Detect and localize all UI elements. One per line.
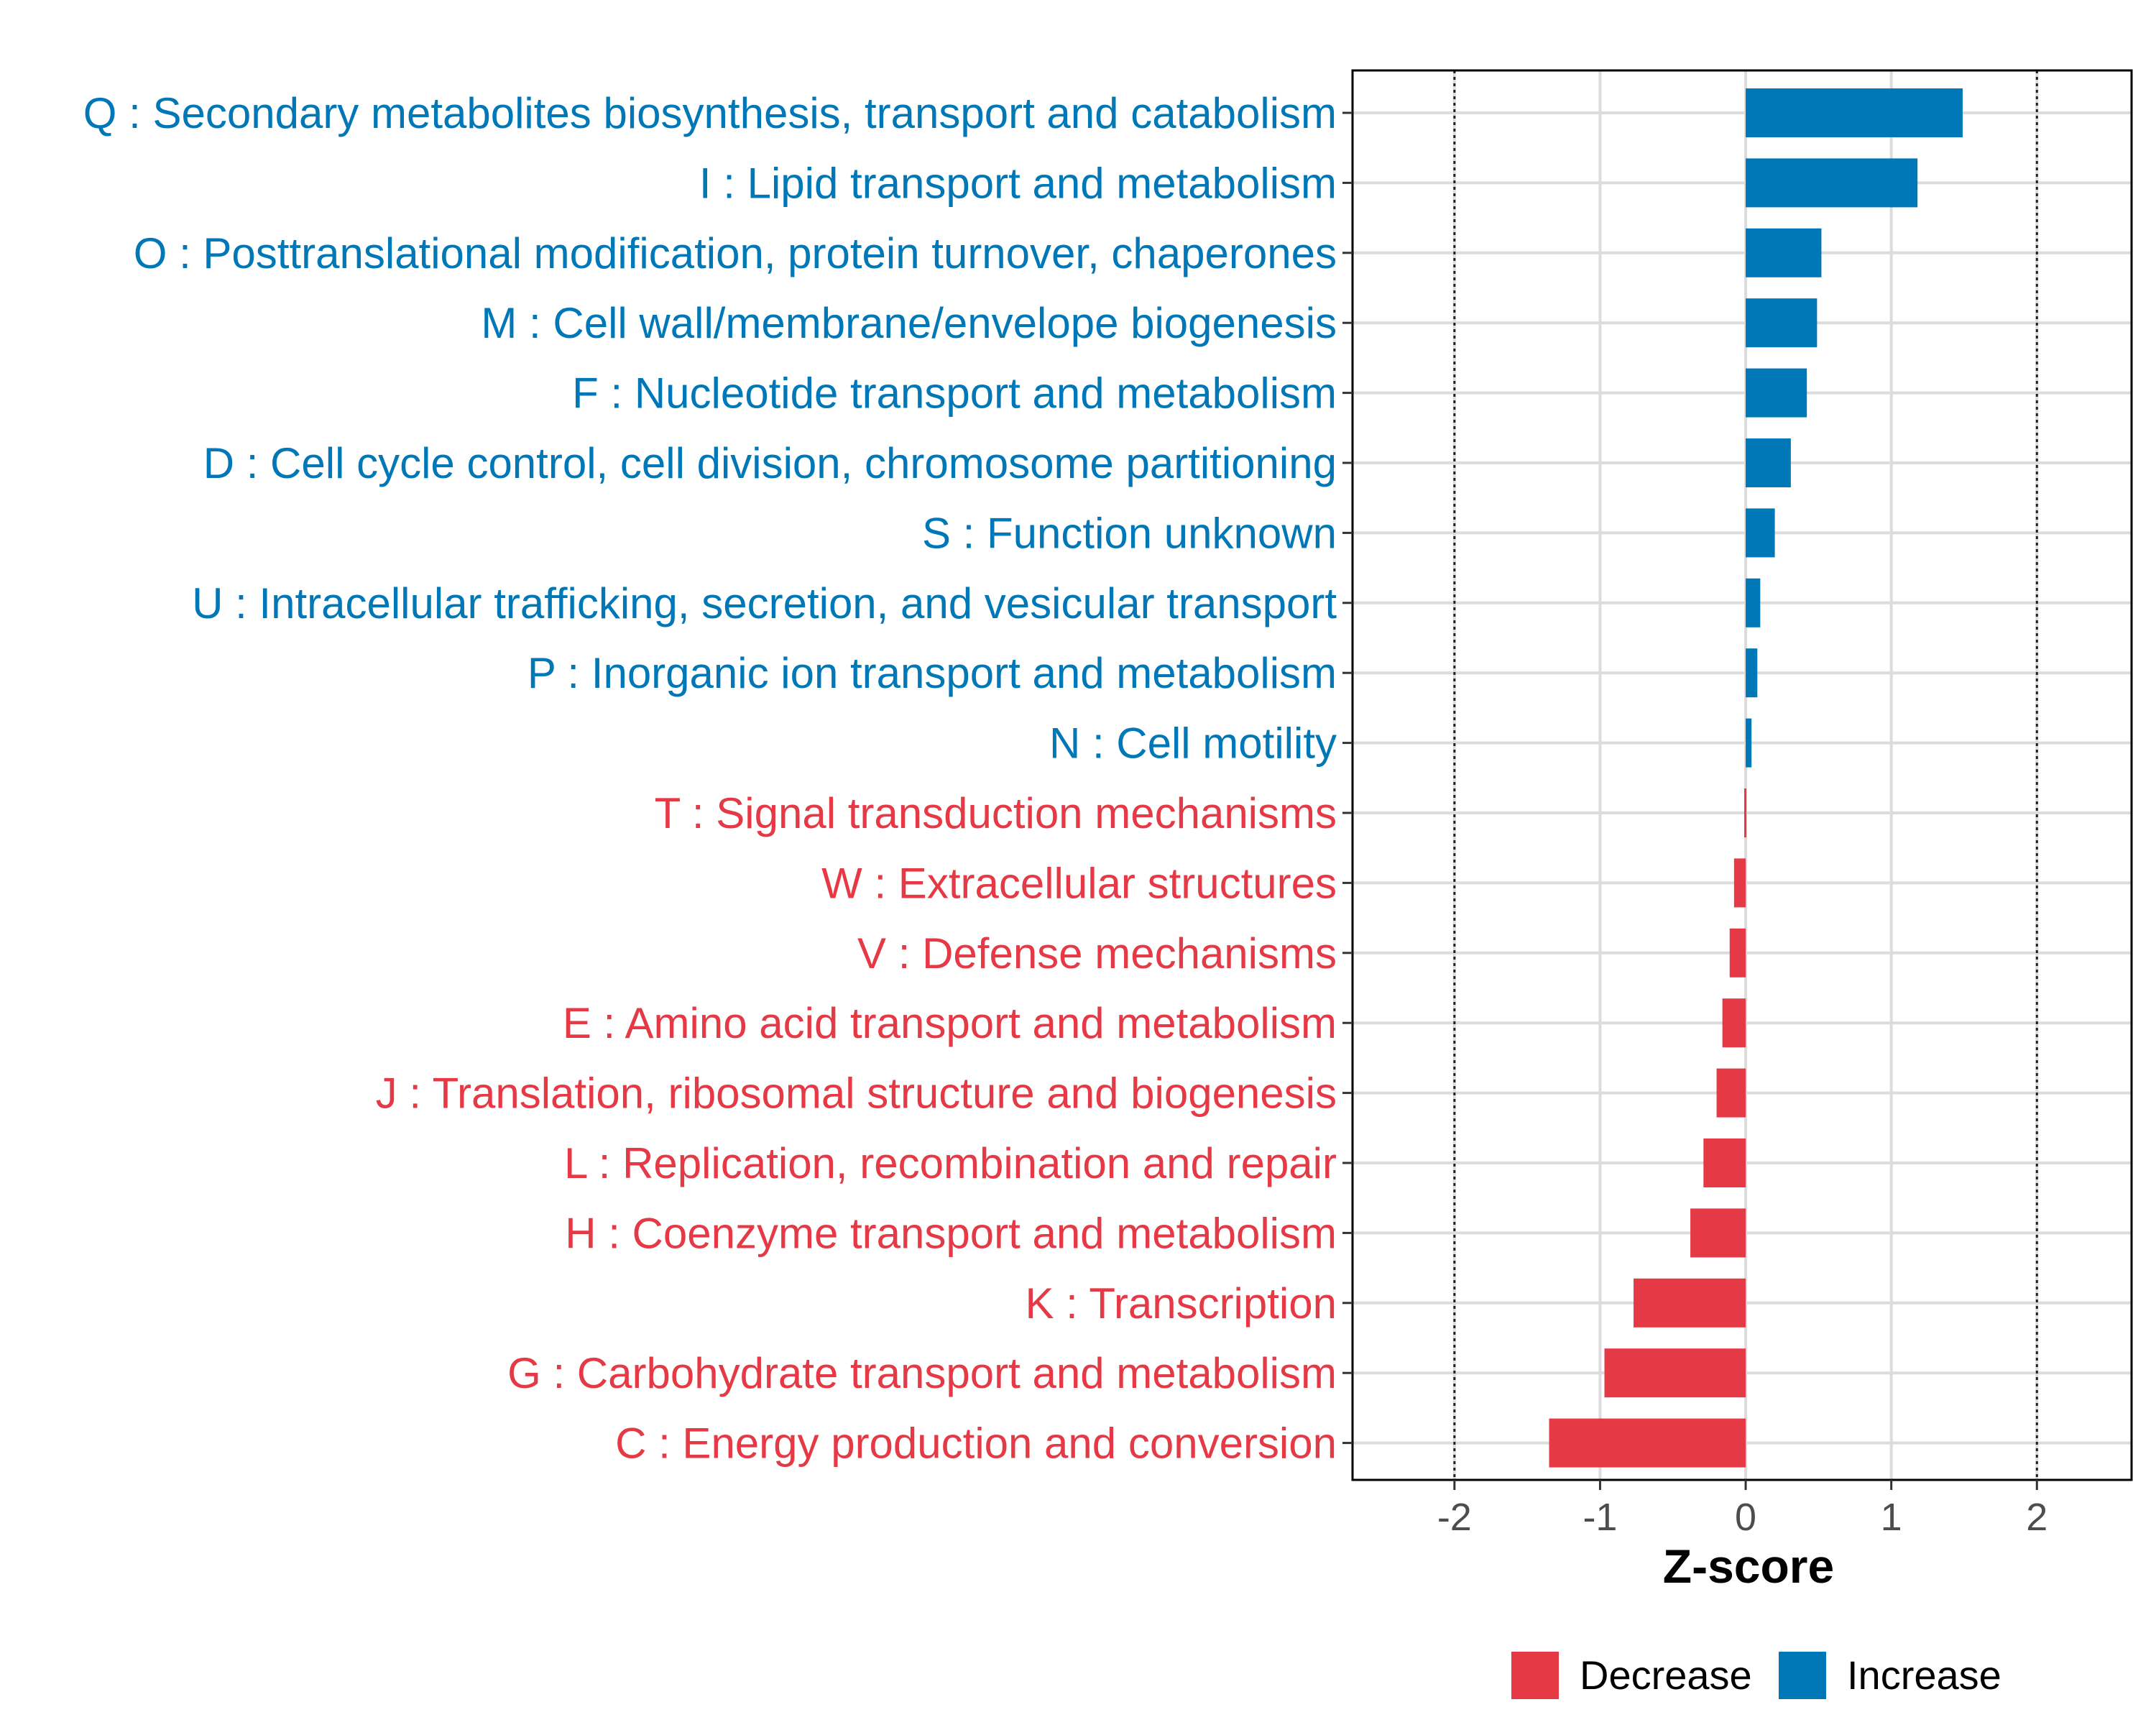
bar-18 bbox=[1604, 1348, 1746, 1398]
bar-4 bbox=[1746, 368, 1807, 418]
category-label-17: K : Transcription bbox=[1025, 1279, 1337, 1328]
bar-13 bbox=[1722, 998, 1746, 1048]
bars bbox=[1549, 88, 1963, 1468]
legend-label-decrease: Decrease bbox=[1580, 1652, 1752, 1698]
reference-lines bbox=[1453, 70, 2038, 1480]
x-axis-ticks: -2 -1 0 1 2 bbox=[1437, 1480, 2047, 1539]
bar-0 bbox=[1746, 88, 1963, 137]
bar-16 bbox=[1690, 1208, 1746, 1258]
bar-14 bbox=[1716, 1068, 1746, 1118]
category-label-13: E : Amino acid transport and metabolism bbox=[563, 999, 1337, 1047]
category-label-8: P : Inorganic ion transport and metaboli… bbox=[528, 649, 1337, 697]
category-label-10: T : Signal transduction mechanisms bbox=[655, 789, 1337, 837]
legend-key-increase bbox=[1779, 1652, 1826, 1699]
bar-2 bbox=[1746, 228, 1822, 277]
legend-label-increase: Increase bbox=[1847, 1652, 2001, 1698]
bar-17 bbox=[1634, 1278, 1746, 1328]
category-label-6: S : Function unknown bbox=[922, 509, 1337, 557]
bar-11 bbox=[1733, 858, 1746, 908]
category-label-11: W : Extracellular structures bbox=[821, 859, 1337, 907]
x-tick-label-4: 2 bbox=[2026, 1496, 2047, 1539]
bar-5 bbox=[1746, 438, 1791, 487]
category-label-14: J : Translation, ribosomal structure and… bbox=[376, 1070, 1337, 1118]
grid-lines bbox=[1353, 70, 2132, 1480]
category-label-7: U : Intracellular trafficking, secretion… bbox=[192, 579, 1337, 627]
category-label-2: O : Posttranslational modification, prot… bbox=[134, 229, 1337, 277]
x-tick-label-2: 0 bbox=[1735, 1496, 1756, 1539]
legend-key-decrease bbox=[1511, 1652, 1559, 1699]
bar-6 bbox=[1746, 508, 1775, 558]
category-label-15: L : Replication, recombination and repai… bbox=[564, 1139, 1337, 1187]
y-axis-ticks bbox=[1342, 111, 1353, 1445]
category-label-19: C : Energy production and conversion bbox=[615, 1420, 1337, 1468]
bar-12 bbox=[1729, 928, 1746, 978]
category-label-0: Q : Secondary metabolites biosynthesis, … bbox=[83, 89, 1337, 137]
bar-9 bbox=[1746, 718, 1752, 768]
category-label-3: M : Cell wall/membrane/envelope biogenes… bbox=[481, 299, 1337, 347]
category-label-12: V : Defense mechanisms bbox=[857, 929, 1337, 978]
bar-1 bbox=[1746, 158, 1918, 208]
bar-8 bbox=[1746, 648, 1758, 698]
x-axis-title: Z-score bbox=[1663, 1540, 1834, 1593]
category-label-18: G : Carbohydrate transport and metabolis… bbox=[507, 1349, 1337, 1397]
x-tick-label-1: -1 bbox=[1583, 1496, 1617, 1539]
category-label-4: F : Nucleotide transport and metabolism bbox=[572, 369, 1337, 418]
category-label-16: H : Coenzyme transport and metabolism bbox=[565, 1209, 1337, 1257]
bar-7 bbox=[1746, 578, 1761, 627]
x-tick-label-3: 1 bbox=[1881, 1496, 1902, 1539]
plot-panel-border bbox=[1351, 69, 2133, 1481]
category-labels: Q : Secondary metabolites biosynthesis, … bbox=[83, 89, 1337, 1468]
bar-15 bbox=[1703, 1138, 1746, 1187]
bar-10 bbox=[1744, 788, 1747, 837]
category-label-1: I : Lipid transport and metabolism bbox=[699, 159, 1337, 207]
category-label-5: D : Cell cycle control, cell division, c… bbox=[203, 439, 1337, 487]
bar-3 bbox=[1746, 298, 1818, 348]
bar-19 bbox=[1549, 1418, 1746, 1468]
legend: Decrease Increase bbox=[1511, 1652, 2001, 1699]
category-label-9: N : Cell motility bbox=[1049, 719, 1337, 768]
x-tick-label-0: -2 bbox=[1437, 1496, 1472, 1539]
